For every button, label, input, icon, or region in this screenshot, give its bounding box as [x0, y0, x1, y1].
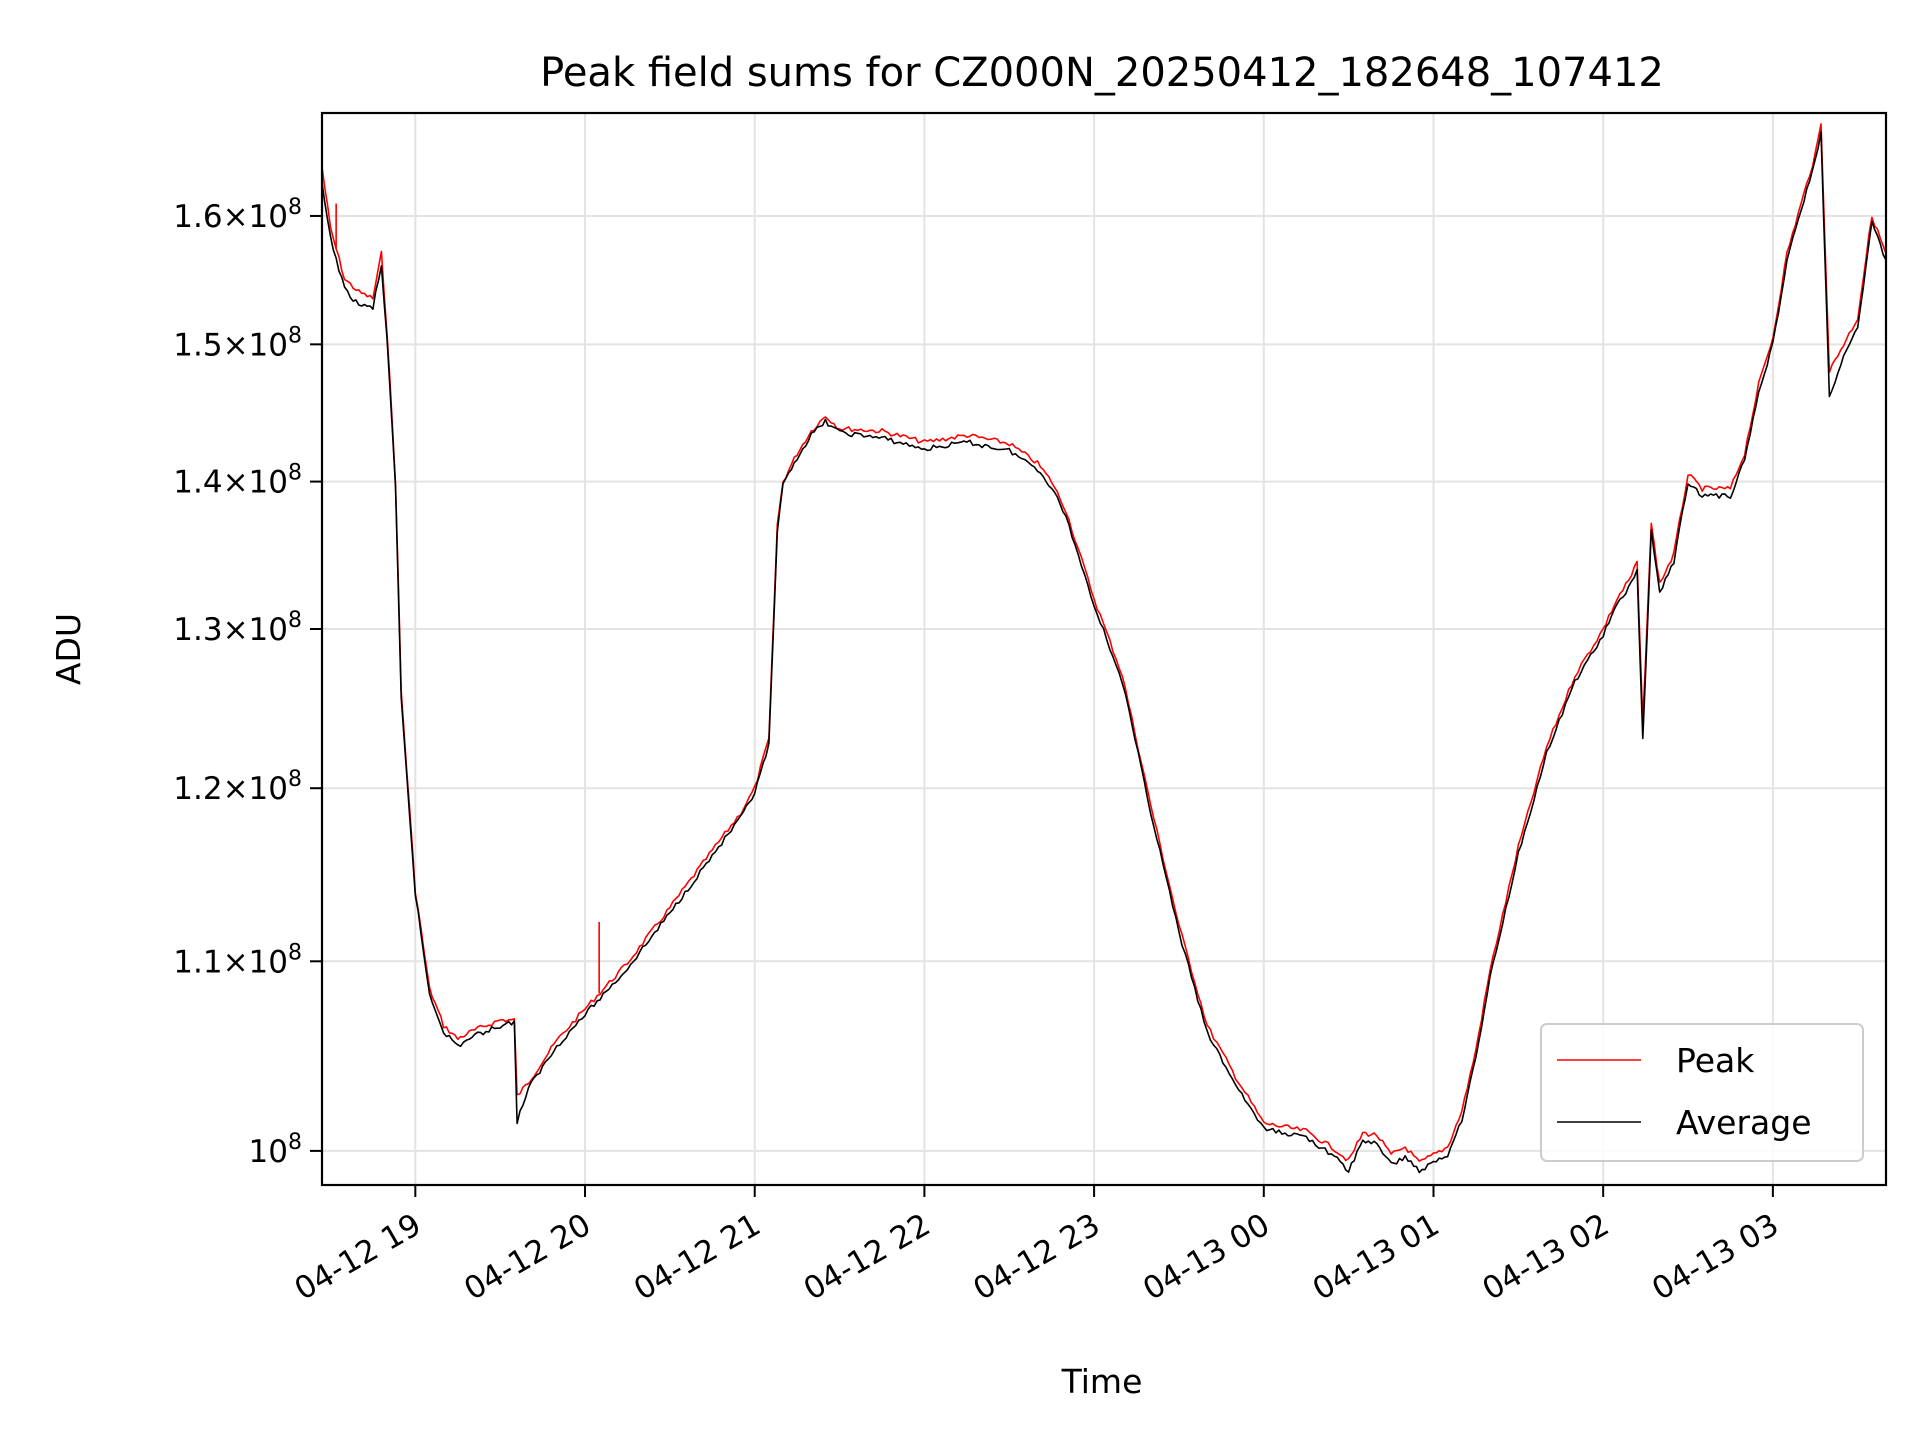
y-tick-label: 1.1×108	[173, 940, 302, 980]
series-line-peak	[322, 123, 1886, 1162]
legend-label-peak: Peak	[1676, 1041, 1755, 1080]
legend-box	[1540, 1023, 1864, 1162]
y-tick-label: 1.2×108	[173, 767, 302, 807]
legend-label-average: Average	[1676, 1103, 1812, 1142]
y-axis: 108 1.1×108 1.2×108 1.3×108 1.4×108 1.5×108 1.…	[173, 195, 322, 1170]
x-axis-label: Time	[1061, 1362, 1143, 1401]
series-line-average	[322, 131, 1886, 1174]
y-tick-label: 1.3×108	[173, 608, 302, 648]
y-tick-label: 108	[249, 1130, 302, 1170]
y-tick-label: 1.4×108	[173, 461, 302, 501]
series-lines	[322, 123, 1886, 1174]
y-tick-label: 1.5×108	[173, 323, 302, 363]
chart-title: Peak field sums for CZ000N_20250412_1826…	[540, 50, 1664, 96]
y-axis-label: ADU	[49, 613, 88, 685]
legend: Peak Average	[1540, 1023, 1864, 1162]
plot-frame	[320, 111, 1888, 1187]
y-tick-label: 1.6×108	[173, 195, 302, 235]
